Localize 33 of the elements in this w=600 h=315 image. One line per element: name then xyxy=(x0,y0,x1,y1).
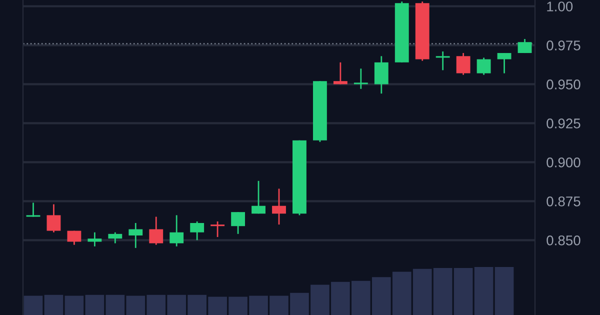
candlestick xyxy=(456,52,470,76)
candlestick xyxy=(436,50,450,71)
y-tick-label: 1.00 xyxy=(547,2,573,12)
candlestick xyxy=(210,220,225,238)
candlestick xyxy=(46,204,61,234)
bar xyxy=(494,267,514,315)
candlestick xyxy=(190,220,204,241)
candlestick xyxy=(476,57,491,76)
candlestick xyxy=(108,232,122,244)
bar xyxy=(44,294,64,315)
candlestick xyxy=(128,222,143,249)
candlestick xyxy=(272,188,286,226)
candlestick xyxy=(149,216,164,246)
candlestick xyxy=(170,214,184,248)
candlestick xyxy=(26,202,40,218)
bar xyxy=(64,296,84,315)
y-tick-label: 0.925 xyxy=(546,118,580,128)
candlestick xyxy=(231,211,246,235)
y-tick-label: 0.900 xyxy=(546,158,580,168)
candlestick xyxy=(252,180,266,214)
y-tick-label: 0.850 xyxy=(546,235,580,246)
y-tick-label: 0.875 xyxy=(546,196,580,206)
bar xyxy=(474,267,494,315)
candlestick xyxy=(518,38,532,54)
candlestick xyxy=(374,55,388,94)
candlestick xyxy=(67,230,82,246)
y-tick-label: 0.950 xyxy=(546,80,580,90)
bar xyxy=(24,296,43,315)
candlestick xyxy=(354,68,368,90)
candlestick xyxy=(333,62,348,85)
candlestick xyxy=(88,232,102,248)
y-tick-label: 0.975 xyxy=(546,40,580,50)
candlestick xyxy=(497,52,512,74)
